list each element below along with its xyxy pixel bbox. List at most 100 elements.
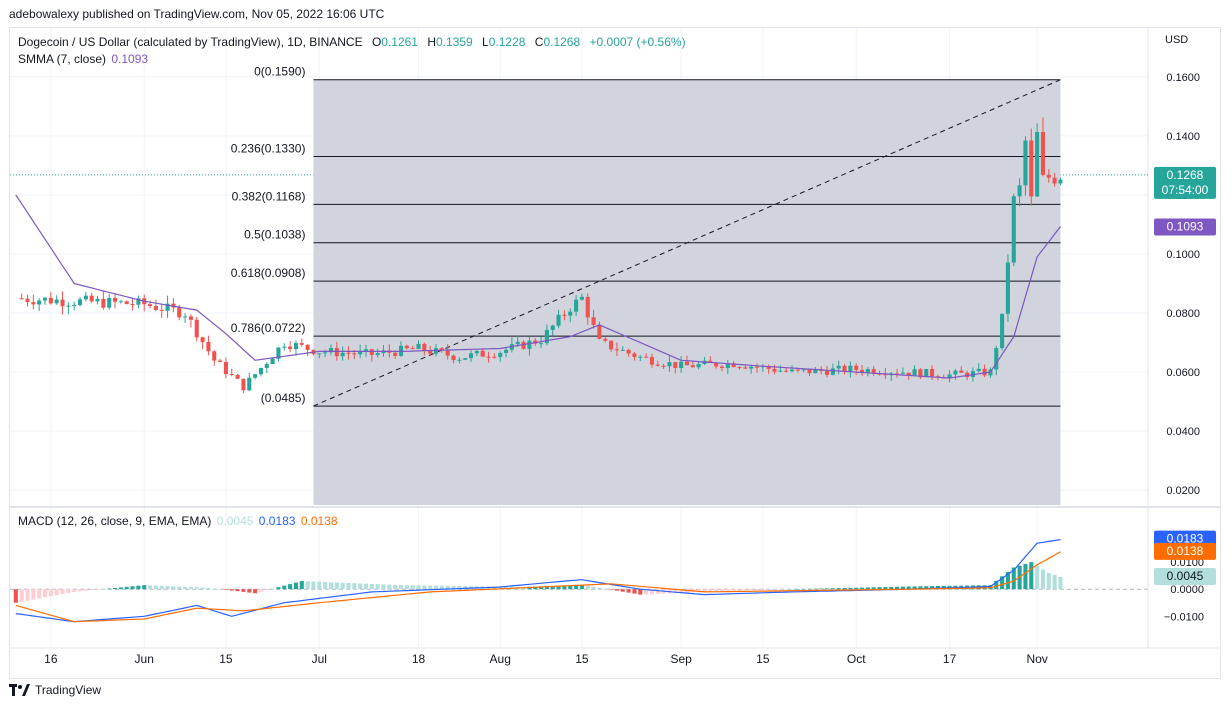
macd-hist-bar: [398, 585, 404, 590]
macd-value: 0.0183: [258, 514, 296, 528]
macd-hist-bar: [725, 589, 730, 591]
macd-hist-bar: [77, 589, 83, 592]
macd-hist-bar: [375, 584, 380, 590]
macd-hist-bar: [789, 589, 795, 590]
macd-hist-bar: [714, 589, 719, 592]
candle-body: [871, 368, 876, 374]
macd-hist-bar: [42, 589, 48, 598]
macd-hist-bar: [591, 586, 596, 590]
candle-body: [416, 343, 421, 349]
macd-hist-bar: [772, 589, 777, 590]
macd-hist-bar: [1023, 563, 1028, 590]
macd-hist-bar: [824, 588, 830, 590]
macd-hist-bar: [819, 588, 824, 590]
candle-body: [924, 368, 929, 378]
x-tick-label: Nov: [1026, 652, 1047, 666]
macd-hist-value: 0.0045: [216, 514, 254, 528]
macd-hist-bar: [200, 587, 205, 590]
candle-body: [474, 350, 479, 354]
macd-hist-bar: [48, 589, 53, 597]
macd-hist-bar: [778, 589, 783, 590]
macd-hist-bar: [323, 582, 328, 590]
macd-hist-bar: [574, 585, 579, 590]
candle-body: [714, 362, 719, 367]
macd-hist-bar: [457, 586, 462, 590]
candle-body: [369, 349, 374, 355]
candle-body: [118, 301, 123, 303]
macd-hist-bar: [871, 587, 876, 590]
smma-badge: [1154, 218, 1216, 236]
macd-hist-bar: [544, 586, 549, 590]
candle-body: [1000, 313, 1005, 349]
macd-hist-bar: [813, 588, 818, 590]
macd-hist-bar: [142, 585, 147, 590]
macd-hist-bar: [842, 587, 847, 590]
candle-body: [772, 368, 777, 372]
macd-hist-bar: [212, 588, 217, 590]
candle-body: [188, 316, 193, 320]
candle-body: [25, 298, 30, 303]
macd-hist-bar: [328, 582, 334, 590]
candle-body: [679, 361, 684, 368]
macd-hist-bar: [159, 585, 164, 590]
candle-body: [737, 367, 742, 369]
candle-body: [994, 348, 999, 370]
macd-hist-bar: [101, 589, 106, 590]
candle-body: [632, 353, 637, 358]
smma-value: 0.1093: [111, 52, 149, 66]
macd-hist-bar: [276, 587, 281, 590]
candle-body: [521, 341, 526, 349]
candle-body: [422, 343, 427, 351]
macd-hist-bar: [89, 589, 94, 591]
candle-body: [912, 369, 917, 376]
y-tick-label: 0.0200: [1166, 485, 1200, 497]
candle-body: [194, 319, 199, 338]
candle-body: [895, 373, 900, 375]
macd-hist-bar: [363, 583, 369, 590]
candle-body: [451, 355, 456, 361]
fib-level-label: (0.0485): [261, 391, 306, 405]
candle-body: [930, 368, 935, 377]
macd-hist-bar: [317, 581, 322, 590]
macd-hist-bar: [895, 586, 900, 590]
macd-hist-bar: [25, 589, 30, 601]
macd-hist-bar: [270, 588, 275, 590]
candle-body: [159, 309, 164, 311]
candle-body: [749, 366, 754, 369]
macd-hist-bar: [247, 589, 252, 593]
candle-body: [655, 364, 660, 366]
candle-body: [877, 373, 882, 375]
candle-body: [492, 356, 497, 358]
candle-body: [317, 353, 322, 355]
candle-body: [854, 365, 859, 370]
macd-hist-bar: [696, 589, 701, 593]
candle-body: [218, 360, 223, 362]
macd-hist-bar: [422, 585, 427, 590]
tradingview-logo-icon: [9, 684, 30, 696]
candle-body: [439, 348, 444, 351]
candle-body: [813, 369, 818, 374]
macd-hist-bar: [206, 587, 211, 590]
tradingview-logo[interactable]: TradingView: [9, 683, 101, 697]
close-value: 0.1268: [543, 35, 581, 49]
macd-hist-bar: [358, 583, 363, 590]
candle-body: [363, 349, 369, 351]
macd-hist-bar: [754, 589, 760, 591]
candle-body: [468, 353, 474, 359]
candle-body: [54, 299, 59, 304]
macd-hist-bar: [95, 589, 100, 590]
candle-body: [148, 304, 153, 307]
y-tick-label: 0.0800: [1166, 308, 1200, 320]
candle-body: [883, 374, 888, 376]
candle-body: [72, 305, 77, 307]
macd-hist-bar: [311, 581, 316, 590]
macd-hist-bar: [130, 586, 135, 590]
candle-body: [959, 370, 964, 373]
smma-line: [15, 194, 1061, 379]
candle-body: [1052, 177, 1057, 184]
macd-hist-bar: [807, 588, 812, 590]
hist-badge: [1154, 568, 1216, 586]
macd-hist-bar: [883, 587, 888, 590]
